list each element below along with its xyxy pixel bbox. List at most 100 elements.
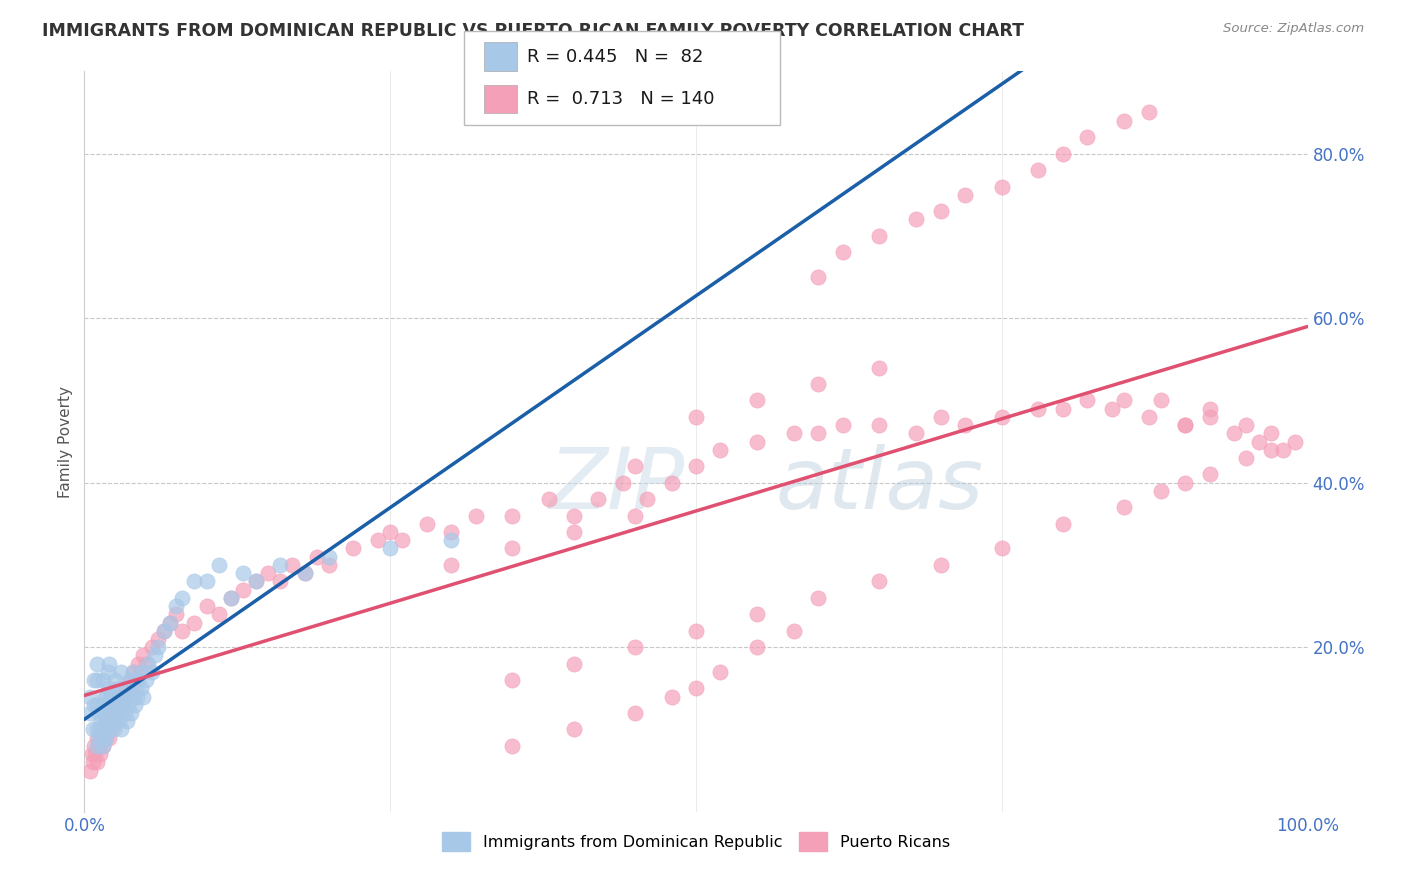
Point — [1198, 401, 1220, 416]
Point — [807, 376, 830, 391]
Point — [783, 426, 806, 441]
Point — [1114, 393, 1136, 408]
Point — [86, 739, 108, 753]
Point — [1174, 475, 1197, 490]
Point — [90, 714, 112, 729]
Point — [183, 615, 205, 630]
Text: IMMIGRANTS FROM DOMINICAN REPUBLIC VS PUERTO RICAN FAMILY POVERTY CORRELATION CH: IMMIGRANTS FROM DOMINICAN REPUBLIC VS PU… — [42, 22, 1024, 40]
Point — [98, 714, 121, 729]
Point — [636, 492, 658, 507]
Point — [257, 566, 280, 581]
Point — [79, 764, 101, 778]
Point — [562, 524, 585, 539]
Point — [1028, 163, 1050, 178]
Point — [1174, 418, 1197, 433]
Point — [232, 582, 254, 597]
Point — [165, 599, 187, 613]
Point — [97, 706, 120, 720]
Point — [1150, 393, 1173, 408]
Point — [807, 591, 830, 605]
Point — [107, 690, 129, 704]
Point — [269, 558, 291, 572]
Point — [1150, 483, 1173, 498]
Point — [110, 698, 132, 712]
Point — [195, 574, 218, 589]
Point — [87, 706, 110, 720]
Point — [120, 681, 142, 696]
Text: ZIP: ZIP — [550, 444, 686, 527]
Point — [464, 508, 486, 523]
Point — [79, 690, 101, 704]
Point — [747, 434, 769, 449]
Point — [440, 524, 463, 539]
Point — [1076, 393, 1098, 408]
Point — [1052, 516, 1074, 531]
Point — [991, 541, 1014, 556]
Point — [122, 690, 145, 704]
Point — [502, 673, 524, 687]
Point — [97, 723, 120, 737]
Point — [294, 566, 316, 581]
Point — [747, 393, 769, 408]
Point — [122, 665, 145, 679]
Text: R =  0.713   N = 140: R = 0.713 N = 140 — [527, 90, 714, 108]
Point — [143, 648, 166, 663]
Point — [586, 492, 609, 507]
Point — [1247, 434, 1270, 449]
Point — [831, 245, 853, 260]
Point — [318, 549, 340, 564]
Point — [165, 607, 187, 622]
Point — [94, 731, 117, 745]
Point — [105, 706, 128, 720]
Point — [86, 698, 108, 712]
Point — [172, 591, 194, 605]
Point — [538, 492, 561, 507]
Point — [905, 426, 928, 441]
Point — [91, 698, 114, 712]
Point — [135, 673, 157, 687]
Point — [79, 706, 101, 720]
Point — [112, 690, 135, 704]
Point — [929, 409, 952, 424]
Point — [624, 706, 647, 720]
Point — [96, 731, 118, 745]
Point — [141, 665, 163, 679]
Point — [105, 706, 128, 720]
Point — [90, 731, 112, 745]
Point — [125, 690, 148, 704]
Text: Source: ZipAtlas.com: Source: ZipAtlas.com — [1223, 22, 1364, 36]
Point — [183, 574, 205, 589]
Point — [869, 228, 891, 243]
Point — [115, 690, 138, 704]
Point — [105, 698, 128, 712]
Point — [110, 665, 132, 679]
Point — [905, 212, 928, 227]
Point — [110, 698, 132, 712]
Point — [82, 723, 104, 737]
Point — [132, 690, 155, 704]
Point — [101, 706, 124, 720]
Point — [219, 591, 242, 605]
Text: R = 0.445   N =  82: R = 0.445 N = 82 — [527, 48, 703, 66]
Point — [1260, 442, 1282, 457]
Point — [129, 681, 152, 696]
Point — [562, 723, 585, 737]
Point — [83, 739, 105, 753]
Point — [294, 566, 316, 581]
Point — [118, 673, 141, 687]
Point — [929, 204, 952, 219]
Point — [104, 714, 127, 729]
Point — [869, 360, 891, 375]
Point — [86, 756, 108, 770]
Point — [91, 739, 114, 753]
Point — [97, 723, 120, 737]
Point — [1260, 426, 1282, 441]
Point — [111, 690, 134, 704]
Point — [685, 624, 707, 638]
Point — [195, 599, 218, 613]
Point — [153, 624, 176, 638]
Point — [129, 665, 152, 679]
Point — [269, 574, 291, 589]
Point — [103, 690, 125, 704]
Point — [440, 533, 463, 548]
